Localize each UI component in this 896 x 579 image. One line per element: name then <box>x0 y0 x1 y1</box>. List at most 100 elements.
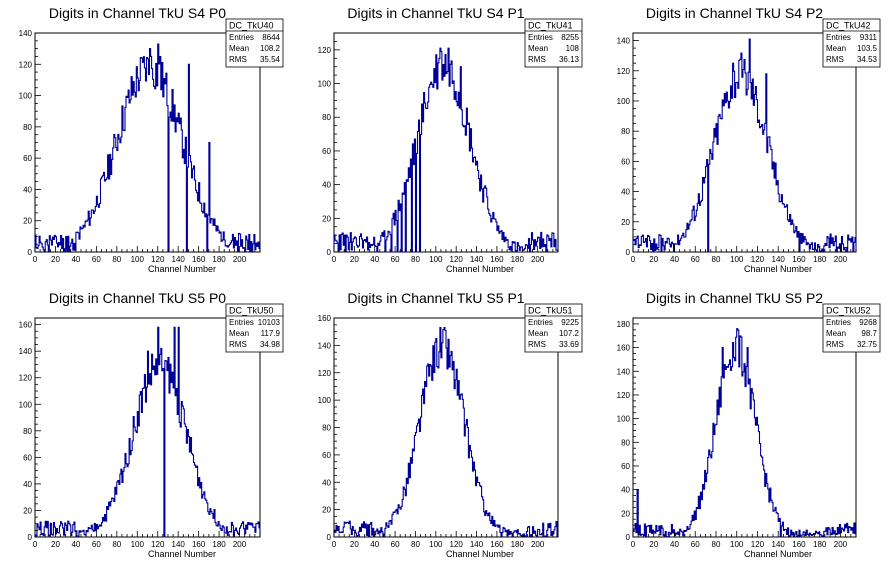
stats-value: 9225 <box>561 318 579 327</box>
stats-label: Mean <box>826 329 846 338</box>
x-tick-label: 160 <box>792 255 806 264</box>
x-tick-label: 100 <box>131 540 145 549</box>
x-tick-label: 200 <box>834 540 848 549</box>
y-tick-label: 100 <box>19 400 33 409</box>
x-tick-label: 80 <box>712 255 721 264</box>
y-tick-label: 160 <box>617 344 631 353</box>
y-tick-label: 80 <box>621 438 630 447</box>
x-tick-label: 60 <box>391 255 400 264</box>
x-tick-label: 140 <box>172 255 186 264</box>
x-tick-label: 20 <box>350 540 359 549</box>
stats-label: Entries <box>528 33 553 42</box>
y-tick-label: 20 <box>23 506 32 515</box>
histogram-line <box>632 38 857 253</box>
x-tick-label: 80 <box>112 255 121 264</box>
y-tick-label: 120 <box>19 374 33 383</box>
stats-name: DC_TkU42 <box>826 21 871 31</box>
stats-label: RMS <box>826 55 844 64</box>
x-tick-label: 20 <box>649 255 658 264</box>
stats-label: Entries <box>229 318 254 327</box>
chart-title: Digits in Channel TkU S5 P2 <box>646 290 823 306</box>
x-tick-label: 140 <box>470 255 484 264</box>
y-tick-label: 20 <box>621 218 630 227</box>
histogram-pad-2: Digits in Channel TkU S4 P2 0 20 40 60 80 100 1… <box>617 5 881 274</box>
stats-value: 107.2 <box>559 329 580 338</box>
stats-name: DC_TkU51 <box>528 306 573 316</box>
x-axis-label: Channel Number <box>148 549 216 559</box>
x-tick-label: 60 <box>92 255 101 264</box>
y-tick-label: 60 <box>621 157 630 166</box>
histogram-line <box>34 326 261 538</box>
stats-value: 8644 <box>262 33 280 42</box>
x-tick-label: 140 <box>772 540 786 549</box>
x-tick-label: 0 <box>631 255 636 264</box>
stats-label: Mean <box>229 329 249 338</box>
stats-value: 9268 <box>859 318 877 327</box>
stats-value: 108 <box>566 44 580 53</box>
x-tick-label: 80 <box>712 540 721 549</box>
x-tick-label: 160 <box>490 255 504 264</box>
y-tick-label: 60 <box>23 453 32 462</box>
x-tick-label: 0 <box>332 255 337 264</box>
y-tick-label: 80 <box>621 127 630 136</box>
chart-title: Digits in Channel TkU S4 P2 <box>646 5 823 21</box>
y-tick-label: 0 <box>327 533 332 542</box>
chart-title: Digits in Channel TkU S4 P0 <box>49 5 226 21</box>
stats-name: DC_TkU41 <box>528 21 573 31</box>
y-tick-label: 0 <box>626 533 631 542</box>
x-tick-label: 160 <box>192 255 206 264</box>
y-tick-label: 20 <box>322 506 331 515</box>
histogram-pad-1: Digits in Channel TkU S4 P1 0 20 40 60 80 100 1… <box>318 5 583 274</box>
y-tick-label: 80 <box>322 424 331 433</box>
y-tick-label: 140 <box>19 347 33 356</box>
y-tick-label: 140 <box>19 29 33 38</box>
stats-value: 34.53 <box>857 55 878 64</box>
y-tick-label: 20 <box>621 509 630 518</box>
stats-box: DC_TkU51 Entries 9225 Mean 107.2 RMS 33.69 <box>524 303 583 353</box>
x-tick-label: 180 <box>212 540 226 549</box>
x-axis-label: Channel Number <box>744 264 812 274</box>
x-tick-label: 100 <box>730 255 744 264</box>
y-tick-label: 180 <box>617 320 631 329</box>
stats-label: Entries <box>826 33 851 42</box>
x-tick-label: 180 <box>511 540 525 549</box>
y-tick-label: 60 <box>23 154 32 163</box>
x-tick-label: 60 <box>691 255 700 264</box>
x-tick-label: 100 <box>131 255 145 264</box>
y-tick-label: 60 <box>322 147 331 156</box>
y-tick-label: 0 <box>28 533 33 542</box>
stats-value: 8255 <box>561 33 579 42</box>
y-tick-label: 120 <box>318 369 332 378</box>
x-tick-label: 40 <box>370 540 379 549</box>
y-tick-label: 160 <box>318 314 332 323</box>
y-tick-label: 120 <box>617 67 631 76</box>
stats-box: DC_TkU40 Entries 8644 Mean 108.2 RMS 35.54 <box>225 18 284 68</box>
x-tick-label: 160 <box>490 540 504 549</box>
x-tick-label: 100 <box>730 540 744 549</box>
x-tick-label: 80 <box>411 255 420 264</box>
stats-name: DC_TkU52 <box>826 306 871 316</box>
x-tick-label: 80 <box>411 540 420 549</box>
y-tick-label: 40 <box>23 480 32 489</box>
stats-value: 32.75 <box>857 340 878 349</box>
y-tick-label: 20 <box>23 217 32 226</box>
stats-label: Mean <box>528 329 548 338</box>
y-tick-label: 80 <box>23 427 32 436</box>
x-tick-label: 100 <box>429 255 443 264</box>
x-tick-label: 0 <box>631 540 636 549</box>
stats-label: RMS <box>229 340 247 349</box>
stats-value: 108.2 <box>260 44 281 53</box>
x-tick-label: 0 <box>33 540 38 549</box>
y-tick-label: 140 <box>617 37 631 46</box>
x-tick-label: 120 <box>751 255 765 264</box>
x-tick-label: 20 <box>51 255 60 264</box>
x-tick-label: 160 <box>192 540 206 549</box>
x-tick-label: 180 <box>212 255 226 264</box>
y-tick-label: 40 <box>621 188 630 197</box>
histogram-pad-4: Digits in Channel TkU S5 P1 0 20 40 60 80 100 1… <box>318 290 583 559</box>
y-tick-label: 80 <box>322 113 331 122</box>
y-tick-label: 60 <box>621 462 630 471</box>
x-tick-label: 180 <box>511 255 525 264</box>
histogram-line <box>34 43 261 253</box>
x-tick-label: 160 <box>792 540 806 549</box>
